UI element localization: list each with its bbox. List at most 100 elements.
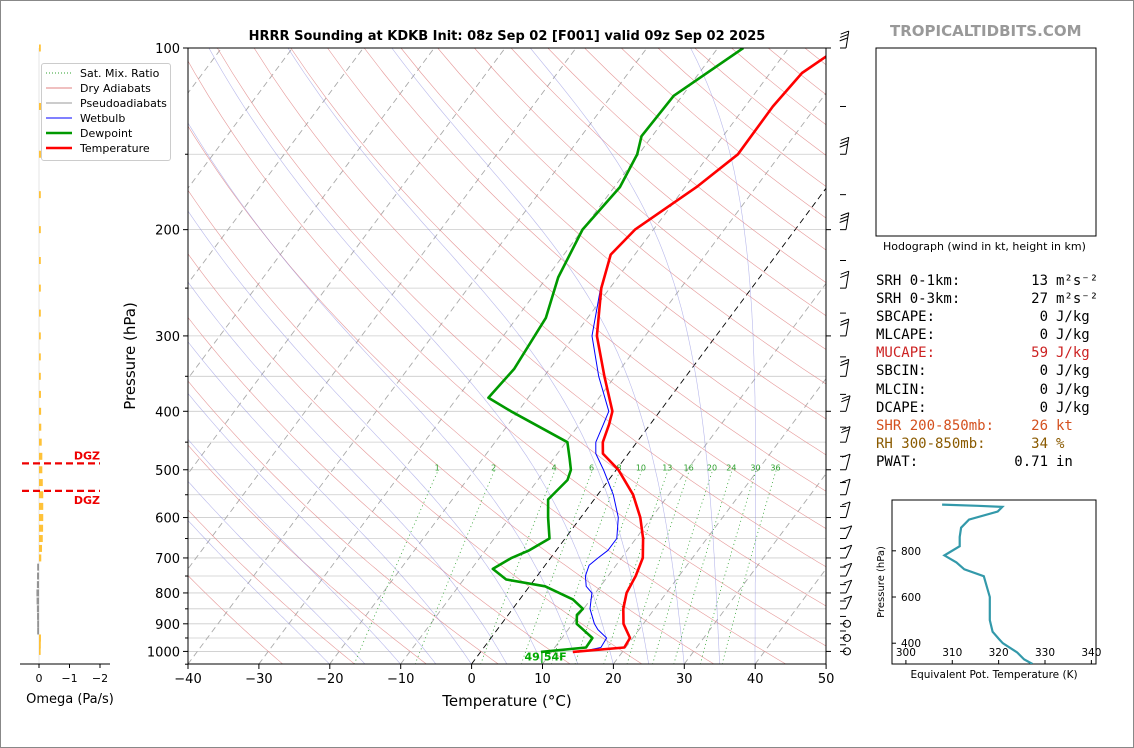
mixing-ratio-label: 6 <box>589 463 594 472</box>
dry-adiabat-line <box>217 48 826 607</box>
y-tick-label: 700 <box>155 552 180 567</box>
calm-wind-marker <box>843 647 851 656</box>
wind-barb-flag <box>840 362 849 367</box>
dry-adiabat-line <box>188 60 826 647</box>
theta-e-x-tick-label: 320 <box>989 647 1009 659</box>
param-value: 0 <box>1039 309 1048 326</box>
wind-barb-staff <box>845 454 851 470</box>
wind-barb-flag <box>840 321 849 326</box>
omega-bar <box>39 332 41 340</box>
wind-barb-flag <box>840 140 849 145</box>
omega-bar <box>39 452 43 460</box>
y-tick-label: 400 <box>155 405 180 420</box>
legend-entry: Sat. Mix. Ratio <box>46 66 160 80</box>
dry-adiabat-line <box>188 509 355 664</box>
param-row: PWAT: 0.71 in <box>876 453 1098 471</box>
theta-e-ylabel: Pressure (hPa) <box>876 546 887 618</box>
mixing-ratio-line <box>480 469 556 664</box>
series-wetbulb <box>582 55 826 652</box>
calm-wind-marker <box>843 633 851 642</box>
wind-barb-flag <box>839 143 848 148</box>
isotherm-line <box>329 48 790 664</box>
pseudoadiabat-line <box>188 281 508 664</box>
pseudoadiabat-line <box>188 210 543 664</box>
omega-bar <box>39 423 42 431</box>
isotherm-line <box>188 48 364 285</box>
x-tick-label: −40 <box>174 672 201 687</box>
omega-bar <box>39 257 41 265</box>
omega-bar <box>37 627 39 635</box>
omega-bar <box>39 372 41 380</box>
wind-barb-staff <box>845 479 851 495</box>
mixing-ratio-label: 4 <box>552 463 557 472</box>
wind-barb-flag <box>840 215 849 220</box>
series-temperature <box>572 54 826 654</box>
param-row: RH 300-850mb: 34% <box>876 435 1098 453</box>
dry-adiabat-line <box>253 48 826 568</box>
param-label: DCAPE: <box>876 399 927 416</box>
mixing-ratio-label: 13 <box>662 463 672 472</box>
pseudoadiabat-line <box>391 48 685 664</box>
theta-e-x-tick-label: 330 <box>1035 647 1055 659</box>
omega-bar <box>37 563 39 571</box>
isotherm-line <box>258 48 719 664</box>
legend-entry: Temperature <box>46 141 150 155</box>
omega-x-tick-label: −2 <box>92 672 108 685</box>
dry-adiabat-line <box>188 316 571 664</box>
mixing-ratio-label: 36 <box>770 463 780 472</box>
omega-bar <box>39 150 41 158</box>
legend-entry: Dewpoint <box>46 126 133 140</box>
x-tick-label: −20 <box>316 672 343 687</box>
mixing-ratio-label: 30 <box>750 463 760 472</box>
omega-bar <box>39 524 44 532</box>
skewt-background-lines: 1 2 4 6 8 10 13 16 20 24 30 36 <box>188 48 826 664</box>
omega-bar <box>36 581 39 589</box>
wind-barb-column <box>839 30 853 656</box>
x-tick-label: 0 <box>467 672 475 687</box>
param-value: 34 <box>1031 435 1048 452</box>
dry-adiabat-line <box>188 380 499 664</box>
param-label: RH 300-850mb: <box>876 435 986 452</box>
isotherm-line <box>541 282 826 664</box>
param-unit: in <box>1056 453 1073 470</box>
pseudoadiabat-line <box>188 480 366 664</box>
param-unit: J/kg <box>1056 345 1090 362</box>
hodograph-caption: Hodograph (wind in kt, height in km) <box>883 240 1086 253</box>
sounding-parameters: SRH 0-1km: 13 m²s⁻² SRH 0-3km: 27 m²s⁻² SBCAPE… <box>876 272 1098 471</box>
dry-adiabat-line <box>400 48 826 420</box>
isotherm-line <box>188 48 577 570</box>
surface-temp-label: 49|54F <box>525 651 567 664</box>
wind-barb-staff <box>845 359 850 377</box>
hodograph-frame <box>875 47 1097 237</box>
param-row: MUCAPE: 59 J/kg <box>876 344 1098 362</box>
theta-e-y-tick-label: 600 <box>901 592 921 604</box>
y-tick-label: 1000 <box>147 645 180 660</box>
param-row: MLCIN: 0 J/kg <box>876 381 1098 399</box>
x-tick-label: −10 <box>387 672 414 687</box>
omega-bar <box>39 438 42 446</box>
wind-barb-flag <box>840 136 849 141</box>
mixing-ratio-label: 2 <box>491 463 496 472</box>
omega-bar <box>36 605 39 613</box>
wind-barb-flag <box>841 501 851 506</box>
omega-bar <box>39 634 41 642</box>
skewt-plot-frame <box>187 47 827 665</box>
wind-barb-flag <box>841 426 851 431</box>
param-label: MLCAPE: <box>876 327 936 344</box>
wind-barb-flag <box>841 429 850 434</box>
omega-bar <box>37 572 39 580</box>
omega-bar <box>36 597 39 605</box>
omega-x-tick-label: 0 <box>36 672 43 685</box>
omega-bar <box>39 502 44 510</box>
omega-bar <box>36 589 39 597</box>
param-unit: J/kg <box>1056 399 1090 416</box>
pseudoadiabat-line <box>208 48 614 664</box>
param-unit: J/kg <box>1056 327 1090 344</box>
wind-barb-flag <box>843 562 852 567</box>
chart-legend: Sat. Mix. Ratio Dry Adiabats Pseudoadiab… <box>41 63 171 161</box>
omega-bar <box>39 191 41 199</box>
wind-barb-flag <box>840 318 849 323</box>
x-tick-label: 40 <box>747 672 764 687</box>
wind-barb-flag <box>840 30 849 35</box>
y-tick-label: 300 <box>155 330 180 345</box>
